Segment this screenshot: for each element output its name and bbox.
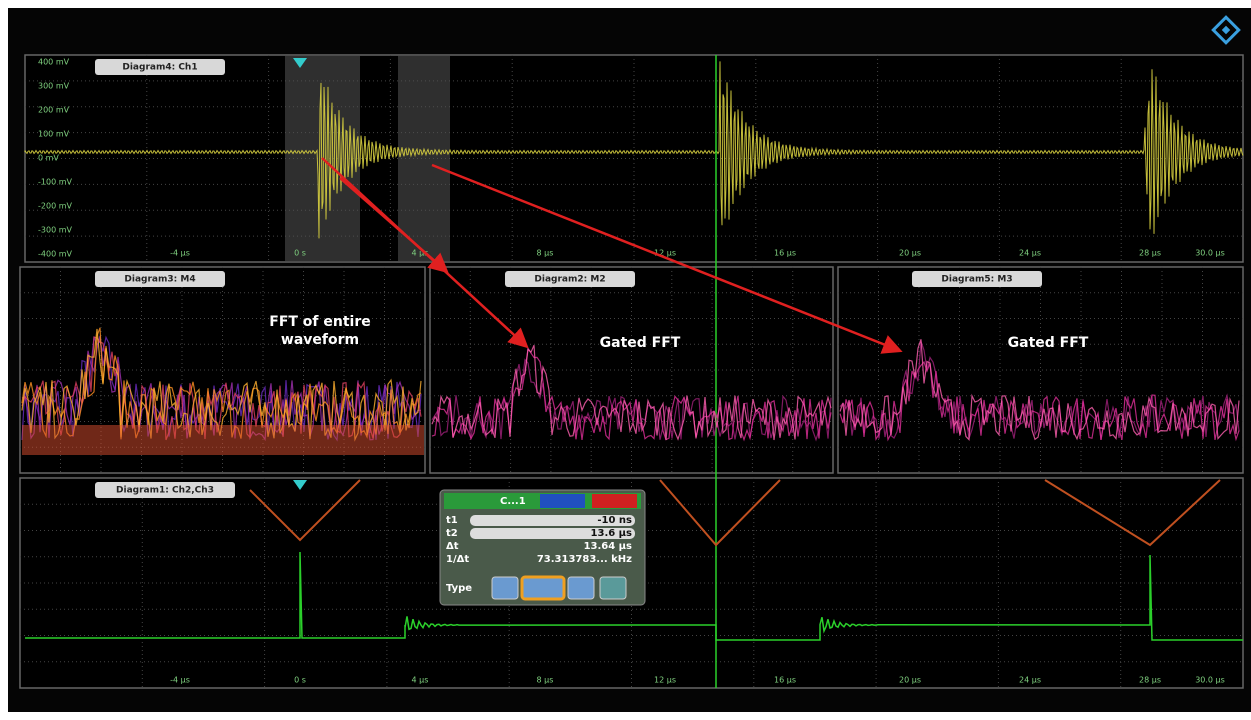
row-label: t2 [446,528,458,539]
diagram-tab[interactable] [95,482,235,498]
ch3-trace [25,551,1243,641]
dialog-title: C...1 [500,496,526,507]
x-label: 24 µs [1019,676,1041,685]
diagram-panel [429,266,834,474]
diagram-title: Diagram3: M4 [124,275,195,285]
spectrum-trace [431,344,832,441]
x-label: 20 µs [899,676,921,685]
x-label: 0 s [294,676,306,685]
arrow [339,177,449,274]
row-label: t1 [446,515,458,526]
x-label: 30.0 µs [1195,676,1225,685]
x-label: 8 µs [537,249,554,258]
annotation: Gated FFT [600,335,681,351]
diagram-tab[interactable] [505,271,635,287]
minimize-button[interactable] [540,494,585,508]
row-label: Δt [446,541,459,552]
row-value: 13.64 µs [584,541,632,552]
diagram-tab[interactable] [95,271,225,287]
diagram-title: Diagram1: Ch2,Ch3 [116,486,214,496]
cursor-marker [293,58,307,68]
diagram-title: Diagram2: M2 [534,275,605,285]
type-label: Type [446,583,472,594]
x-label: 12 µs [654,249,676,258]
spectrum-trace [21,335,422,442]
x-label: 28 µs [1139,249,1161,258]
y-label: 400 mV [38,58,70,67]
x-label: -4 µs [170,676,190,685]
diagram-tab[interactable] [912,271,1042,287]
ch2-trace [249,479,1221,547]
annotation-line: FFT of entire [269,314,371,330]
y-label: 200 mV [38,106,70,115]
value-field[interactable] [470,528,635,539]
x-label: -4 µs [170,249,190,258]
type-button[interactable] [491,576,519,600]
spectrum-trace [21,327,422,440]
x-label: 30.0 µs [1195,249,1225,258]
x-label: 24 µs [1019,249,1041,258]
fft-band [22,425,424,455]
y-label: 300 mV [38,82,70,91]
type-button[interactable] [599,576,627,600]
x-label: 20 µs [899,249,921,258]
spectrum-trace [839,341,1240,440]
annotation: FFT of entire waveform [269,314,371,348]
x-label: 4 µs [412,249,429,258]
type-button[interactable] [567,576,595,600]
x-label: 12 µs [654,676,676,685]
x-label: 16 µs [774,676,796,685]
y-label: -100 mV [38,178,72,187]
diagram-tab[interactable] [95,59,225,75]
spectrum-trace [21,335,422,442]
type-button[interactable] [520,575,566,601]
close-button[interactable] [592,494,637,508]
ch1-trace [24,61,1244,239]
annotation-line: waveform [281,332,359,348]
cursor-marker [293,480,307,490]
spectrum-trace [839,339,1240,441]
diagram-title: Diagram5: M3 [941,275,1012,285]
annotation: Gated FFT [1008,335,1089,351]
y-label: 0 mV [38,154,59,163]
diagram-title: Diagram4: Ch1 [122,63,197,73]
row-value: 13.6 µs [591,528,633,539]
x-label: 28 µs [1139,676,1161,685]
x-label: 0 s [294,249,306,258]
y-label: 100 mV [38,130,70,139]
row-value: 73.313783... kHz [537,554,632,565]
gate-area [398,56,450,261]
cursor-dialog[interactable]: C...1 t1 -10 ns t2 13.6 µs Δt 13.64 µs 1/Δt 73.3… [439,489,646,606]
y-label: -400 mV [38,250,72,259]
x-label: 4 µs [412,676,429,685]
arrow [431,163,903,354]
diagram-panel [837,266,1244,474]
x-label: 8 µs [537,676,554,685]
y-label: -300 mV [38,226,72,235]
row-label: 1/Δt [446,554,469,565]
value-field[interactable] [470,515,635,526]
row-value: -10 ns [597,515,632,526]
x-label: 16 µs [774,249,796,258]
y-label: -200 mV [38,202,72,211]
spectrum-trace [431,346,832,442]
